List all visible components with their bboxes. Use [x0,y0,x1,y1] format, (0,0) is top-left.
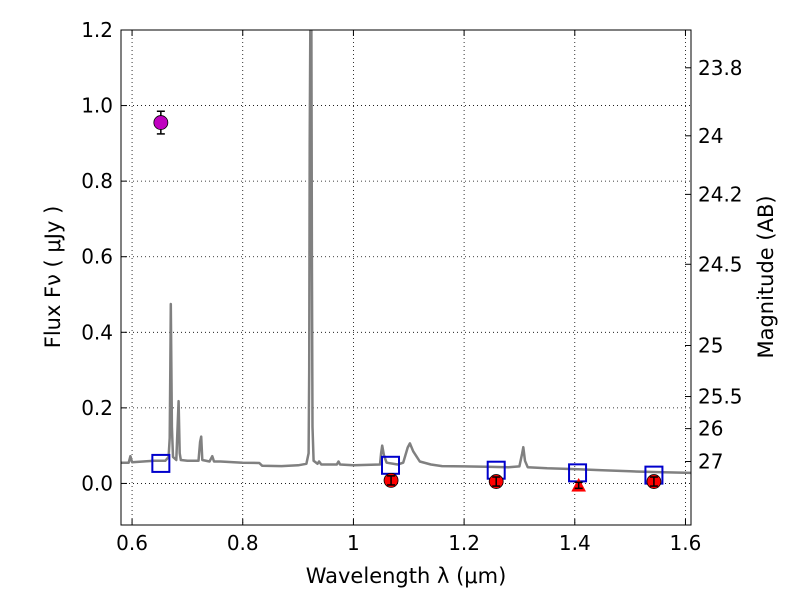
spectrum-line [121,30,691,475]
axes: 0.6 0.8 1 1.2 1.4 1.6 0.0 0.2 0.4 0.6 0.8 1.0 1.2 23.… [81,18,742,555]
plot-marks [121,30,691,492]
optical-flux-point [153,115,169,130]
x-axis-title: Wavelength λ (μm) [306,564,507,588]
magnitude-tick-label: 25 [698,334,723,358]
y-tick-label: 0.6 [81,245,113,269]
magnitude-tick-label: 27 [698,450,723,474]
y-tick-label: 0.8 [81,169,113,193]
magnitude-tick-label: 23.8 [698,56,743,80]
x-tick-label: 0.6 [116,531,148,555]
y-axis-title: Flux Fν ( μJy ) [41,206,65,349]
y-tick-label: 0.0 [81,471,113,495]
plot-frame [120,29,692,526]
y-tick-label: 0.4 [81,320,113,344]
x-tick-label: 1.2 [448,531,480,555]
y-tick-label: 0.2 [81,396,113,420]
magnitude-tick-label: 24 [698,124,723,148]
y2-axis-title: Magnitude (AB) [754,195,778,358]
x-tick-label: 1.6 [670,531,702,555]
x-tick-label: 0.8 [227,531,259,555]
x-tick-label: 1 [347,531,360,555]
plot-area [121,30,691,492]
x-tick-label: 1.4 [559,531,591,555]
magnitude-tick-label: 24.5 [698,252,743,276]
magnitude-tick-label: 26 [698,417,723,441]
magnitude-tick-label: 24.2 [698,182,743,206]
model-band-marker [151,453,171,473]
y-tick-label: 1.0 [81,94,113,118]
magnitude-tick-label: 25.5 [698,385,743,409]
y-tick-label: 1.2 [81,18,113,42]
